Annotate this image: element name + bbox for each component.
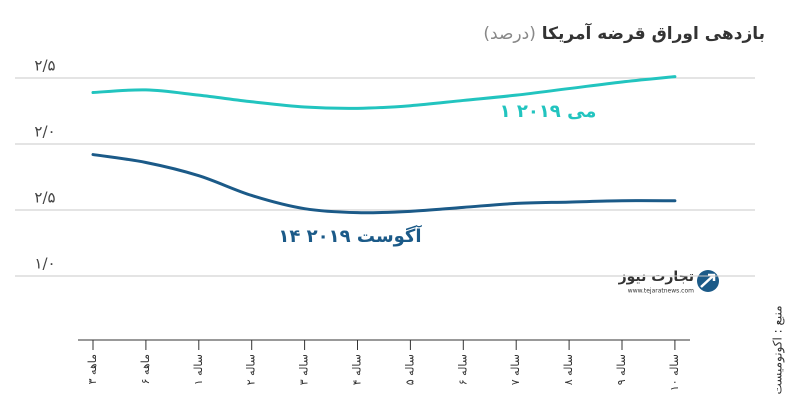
x-tick-label: ۹ ساله [615, 354, 628, 385]
y-tick-label: ۲/۵ [34, 57, 55, 75]
series-label: ۱۴ آگوست ۲۰۱۹ [278, 224, 422, 247]
line [91, 75, 677, 110]
x-tick-label: ۳ ساله [298, 354, 311, 385]
logo: تجارت نیوز www.tejaratnews.com [618, 269, 719, 295]
y-tick-label: ۱/۰ [34, 255, 55, 273]
x-tick-label: ۱۰ ساله [668, 354, 681, 391]
chart-title: بازدهی اوراق قرضه آمریکا (درصد) [483, 22, 765, 44]
x-tick-label: ۷ ساله [509, 354, 522, 385]
y-tick-label: ۲/۵ [34, 189, 55, 207]
y-tick-label: ۲/۰ [34, 123, 55, 141]
brand: تجارت نیوز [618, 269, 694, 285]
x-tick-label: ۴ ساله [351, 354, 364, 385]
x-tick-label: ۶ ماهه [139, 354, 152, 384]
x-tick-label: ۵ ساله [403, 354, 416, 385]
x-tick-label: ۶ ساله [456, 354, 469, 385]
x-tick-label: ۸ ساله [562, 354, 575, 385]
series-label: ۱ می ۲۰۱۹ [500, 101, 597, 122]
x-tick-label: ۱ ساله [192, 354, 205, 385]
x-tick-label: ۲ ساله [245, 354, 258, 385]
brand-url: www.tejaratnews.com [628, 288, 694, 295]
line [91, 153, 677, 215]
x-tick-label: ۳ ماهه [86, 354, 99, 384]
logo-arrow [700, 273, 716, 288]
title: بازدهی اوراق قرضه آمریکا [542, 22, 765, 44]
source: منبع : اکونومیست [771, 305, 786, 394]
unit: (درصد) [483, 24, 535, 44]
